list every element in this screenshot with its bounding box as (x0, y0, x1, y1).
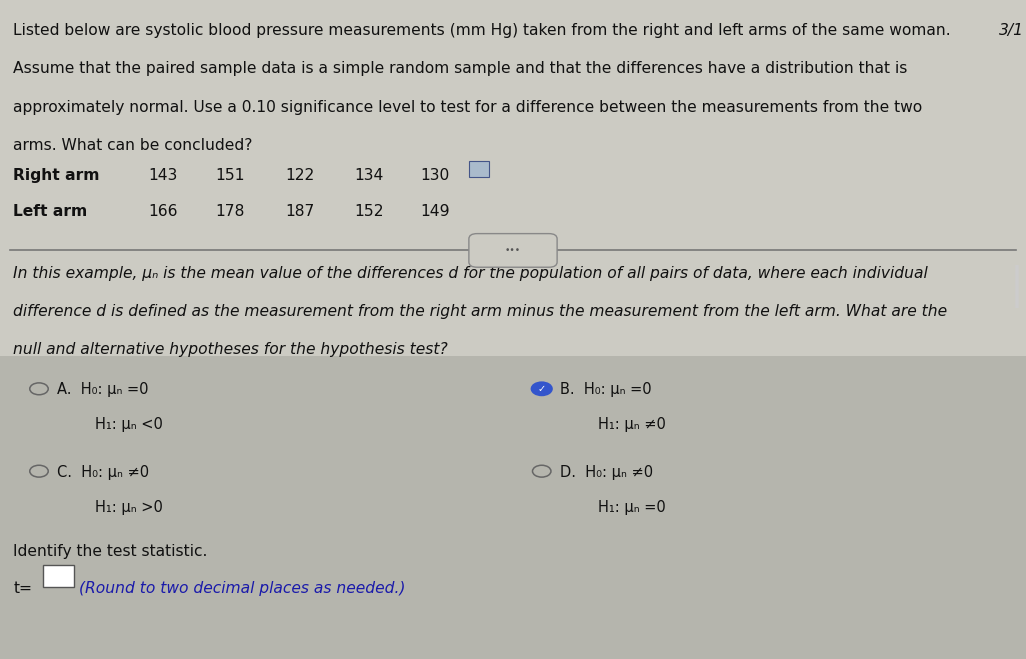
Text: C.  H₀: μₙ ≠0: C. H₀: μₙ ≠0 (57, 465, 150, 480)
Circle shape (30, 383, 48, 395)
Text: H₁: μₙ =0: H₁: μₙ =0 (598, 500, 666, 515)
Text: 166: 166 (149, 204, 179, 219)
Text: ✓: ✓ (538, 384, 546, 394)
Text: Listed below are systolic blood pressure measurements (mm Hg) taken from the rig: Listed below are systolic blood pressure… (13, 23, 951, 38)
Text: Assume that the paired sample data is a simple random sample and that the differ: Assume that the paired sample data is a … (13, 61, 908, 76)
Text: A.  H₀: μₙ =0: A. H₀: μₙ =0 (57, 382, 149, 397)
FancyBboxPatch shape (469, 161, 489, 177)
Text: 143: 143 (149, 168, 179, 183)
Text: (Round to two decimal places as needed.): (Round to two decimal places as needed.) (79, 581, 405, 596)
Text: 122: 122 (285, 168, 315, 183)
FancyBboxPatch shape (43, 565, 74, 587)
Text: B.  H₀: μₙ =0: B. H₀: μₙ =0 (560, 382, 652, 397)
Text: 187: 187 (285, 204, 315, 219)
Text: 3/1: 3/1 (999, 23, 1024, 38)
Text: 130: 130 (421, 168, 450, 183)
Circle shape (30, 465, 48, 477)
Text: arms. What can be concluded?: arms. What can be concluded? (13, 138, 252, 153)
FancyBboxPatch shape (469, 233, 557, 268)
Text: difference d is defined as the measurement from the right arm minus the measurem: difference d is defined as the measureme… (13, 304, 947, 319)
Text: 151: 151 (215, 168, 245, 183)
Bar (0, 356, 1026, 659)
Text: |: | (1010, 265, 1024, 308)
Circle shape (532, 465, 551, 477)
Text: Identify the test statistic.: Identify the test statistic. (13, 544, 207, 559)
Text: •••: ••• (505, 246, 521, 255)
Text: D.  H₀: μₙ ≠0: D. H₀: μₙ ≠0 (560, 465, 654, 480)
Text: H₁: μₙ <0: H₁: μₙ <0 (95, 417, 163, 432)
Text: 178: 178 (215, 204, 245, 219)
Text: approximately normal. Use a 0.10 significance level to test for a difference bet: approximately normal. Use a 0.10 signifi… (13, 100, 922, 115)
Text: 134: 134 (354, 168, 384, 183)
Text: In this example, μₙ is the mean value of the differences d for the population of: In this example, μₙ is the mean value of… (13, 266, 929, 281)
Text: Left arm: Left arm (13, 204, 87, 219)
Circle shape (531, 382, 552, 395)
Text: H₁: μₙ ≠0: H₁: μₙ ≠0 (598, 417, 666, 432)
Text: H₁: μₙ >0: H₁: μₙ >0 (95, 500, 163, 515)
Text: 149: 149 (421, 204, 450, 219)
Text: t=: t= (13, 581, 33, 596)
Text: Right arm: Right arm (13, 168, 100, 183)
Text: null and alternative hypotheses for the hypothesis test?: null and alternative hypotheses for the … (13, 342, 448, 357)
Bar (0, 0, 1026, 356)
Text: 152: 152 (354, 204, 384, 219)
